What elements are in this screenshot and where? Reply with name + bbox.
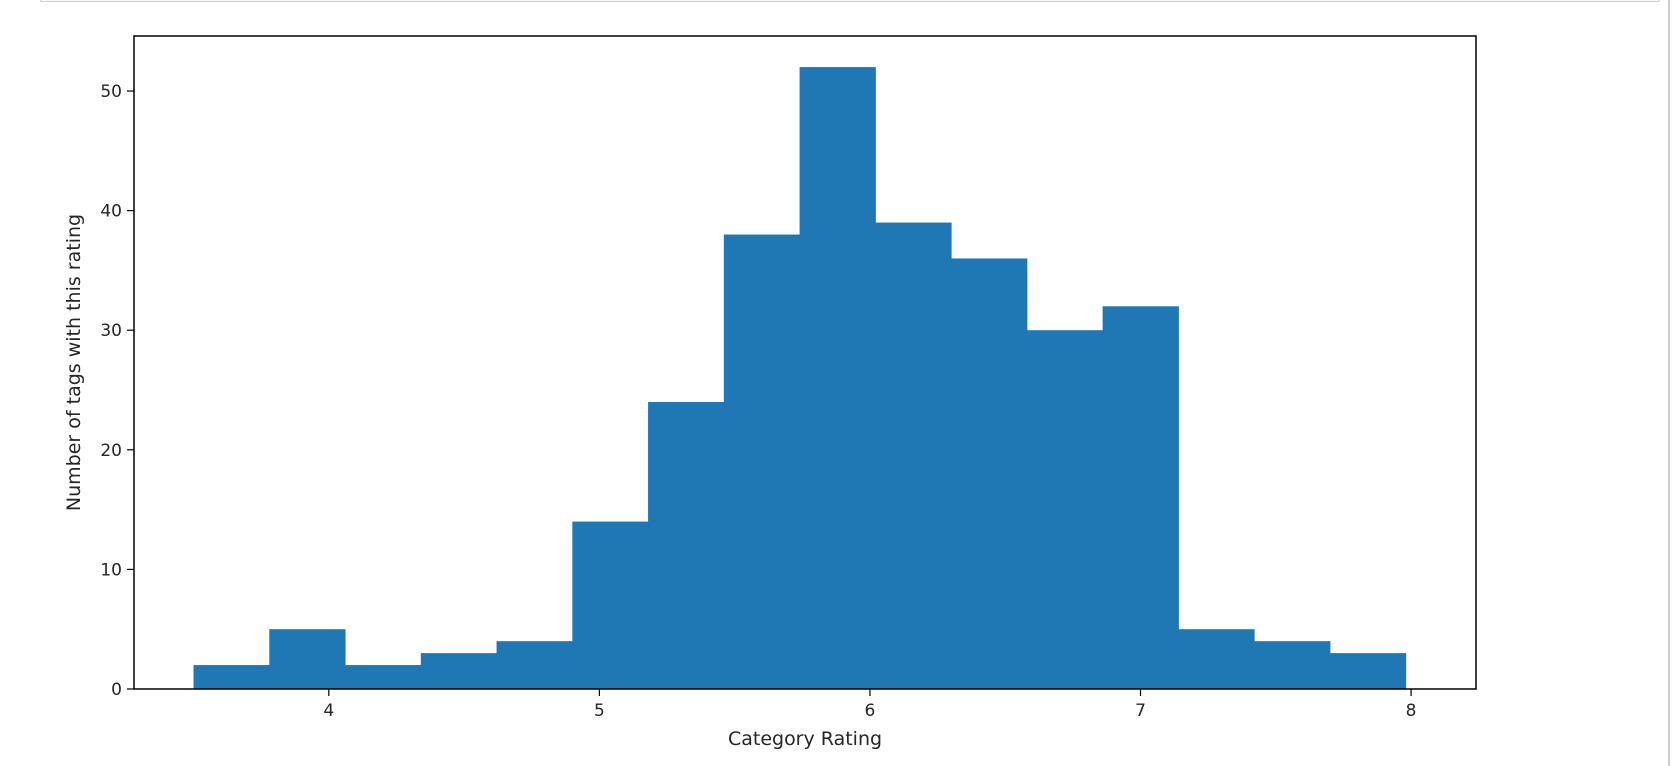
x-tick-label: 4 [323,701,334,721]
histogram-bars [193,67,1407,690]
plot-frame [133,35,1477,690]
histogram-bar [1026,330,1104,689]
y-tick-label: 40 [100,202,122,222]
histogram-bar [723,234,801,689]
output-cell-frame [40,0,1660,2]
histogram-bar [420,653,498,689]
x-tick-label: 5 [594,701,605,721]
histogram-bar [951,258,1028,689]
histogram-bar [572,521,649,689]
y-axis-ticks: 0 10 20 30 40 50 [100,82,134,700]
x-tick-label: 6 [865,701,876,721]
histogram-bar [193,665,270,689]
x-axis-label: Category Rating [728,728,882,750]
x-tick-label: 8 [1406,701,1417,721]
histogram-bar [269,629,346,689]
x-axis-ticks: 4 5 6 7 8 [323,689,1416,721]
y-axis-label: Number of tags with this rating [63,214,85,511]
histogram-bar [799,67,876,690]
x-tick-label: 7 [1135,701,1146,721]
histogram-bar [1254,641,1331,689]
histogram-bar [345,665,422,689]
y-tick-label: 10 [100,560,122,580]
histogram-bar [648,401,725,689]
histogram-bar [496,641,573,689]
y-tick-label: 0 [111,680,122,700]
histogram-bar [1102,306,1179,689]
y-tick-label: 20 [100,441,122,461]
y-tick-label: 30 [100,321,122,341]
histogram-bar [1329,653,1407,689]
y-tick-label: 50 [100,82,122,102]
scrollbar-edge [1668,0,1670,766]
histogram-bar [1178,629,1255,689]
histogram-bar [875,222,952,690]
